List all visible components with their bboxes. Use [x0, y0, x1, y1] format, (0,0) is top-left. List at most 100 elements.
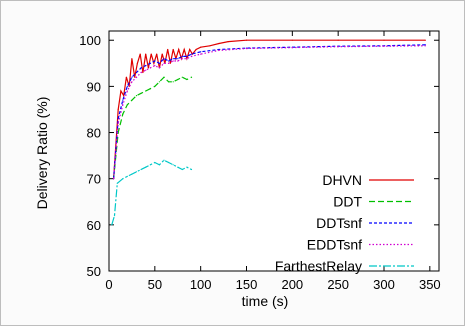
data-point [168, 161, 170, 164]
data-point [168, 81, 170, 83]
data-point [383, 45, 385, 47]
x-tick-label: 350 [419, 277, 441, 292]
data-point [126, 85, 128, 87]
data-point [163, 76, 165, 78]
data-point [150, 53, 152, 55]
data-point [122, 113, 124, 115]
series-line-ddt [113, 76, 192, 179]
data-point [178, 48, 180, 51]
data-point [111, 224, 113, 226]
data-point [186, 55, 188, 58]
x-tick-label: 0 [105, 277, 112, 292]
data-point [113, 178, 115, 180]
x-tick-label: 100 [190, 277, 212, 292]
data-point [140, 92, 142, 94]
data-point [126, 175, 128, 177]
data-point [195, 48, 197, 51]
data-point [245, 47, 248, 50]
data-point [123, 95, 125, 97]
data-point [337, 39, 339, 41]
data-point [181, 76, 183, 78]
data-point [158, 81, 160, 83]
data-point [181, 58, 183, 60]
y-tick-label: 80 [87, 126, 101, 141]
data-point [149, 62, 151, 64]
data-point [177, 78, 179, 81]
data-point [117, 122, 119, 124]
data-point [163, 159, 165, 161]
data-point [122, 104, 124, 106]
x-tick-label: 250 [327, 277, 349, 292]
data-point [145, 90, 147, 92]
x-tick-label: 150 [236, 277, 258, 292]
legend-label: DHVN [322, 172, 362, 188]
legend-label: DDTsnf [316, 215, 362, 231]
legend-label: DDT [333, 194, 362, 210]
data-point [200, 51, 202, 53]
data-point [120, 90, 122, 92]
data-point [186, 58, 188, 60]
data-point [424, 44, 426, 46]
y-tick-label: 100 [79, 33, 101, 48]
data-point [177, 166, 179, 168]
data-point [116, 182, 118, 184]
x-tick-label: 50 [148, 277, 162, 292]
data-point [154, 60, 156, 62]
data-point [126, 104, 128, 106]
data-point [147, 67, 149, 69]
data-point [154, 65, 156, 67]
data-point [168, 60, 170, 62]
data-point [131, 173, 133, 175]
data-point [113, 215, 116, 217]
x-axis-label: time (s) [242, 293, 289, 309]
data-point [177, 60, 179, 62]
data-point [131, 81, 133, 83]
data-point [161, 53, 163, 55]
y-tick-label: 50 [87, 264, 101, 279]
data-point [135, 171, 138, 173]
legend-label: EDDTsnf [307, 237, 362, 253]
data-point [140, 71, 142, 74]
data-point [154, 85, 156, 87]
data-point [181, 55, 183, 58]
data-point [200, 46, 202, 48]
x-tick-label: 300 [373, 277, 395, 292]
data-point [190, 76, 193, 78]
data-point [136, 62, 138, 64]
data-point [135, 95, 138, 97]
data-point [190, 55, 193, 58]
data-point [186, 166, 188, 168]
data-point [167, 48, 169, 51]
data-point [156, 53, 158, 55]
data-point [134, 76, 136, 78]
data-point [172, 81, 174, 83]
data-point [218, 49, 220, 52]
data-point [131, 99, 133, 101]
data-point [190, 168, 193, 171]
data-point [172, 58, 174, 60]
data-point [126, 90, 128, 92]
data-point [383, 39, 385, 41]
data-point [122, 99, 124, 101]
data-point [209, 45, 211, 47]
data-point [227, 41, 229, 43]
data-point [424, 45, 426, 47]
data-point [158, 62, 160, 64]
data-point [142, 71, 144, 74]
data-point [172, 48, 174, 51]
data-point [125, 76, 127, 78]
data-point [172, 60, 174, 62]
data-point [131, 76, 133, 78]
y-tick-label: 90 [87, 79, 101, 94]
data-point [135, 76, 138, 78]
data-point [145, 53, 147, 55]
data-point [424, 39, 426, 41]
data-point [181, 168, 183, 171]
legend-label: FarthestRelay [275, 258, 362, 274]
data-point [140, 67, 142, 69]
data-point [140, 168, 142, 171]
data-point [149, 164, 151, 166]
data-point [245, 39, 248, 41]
